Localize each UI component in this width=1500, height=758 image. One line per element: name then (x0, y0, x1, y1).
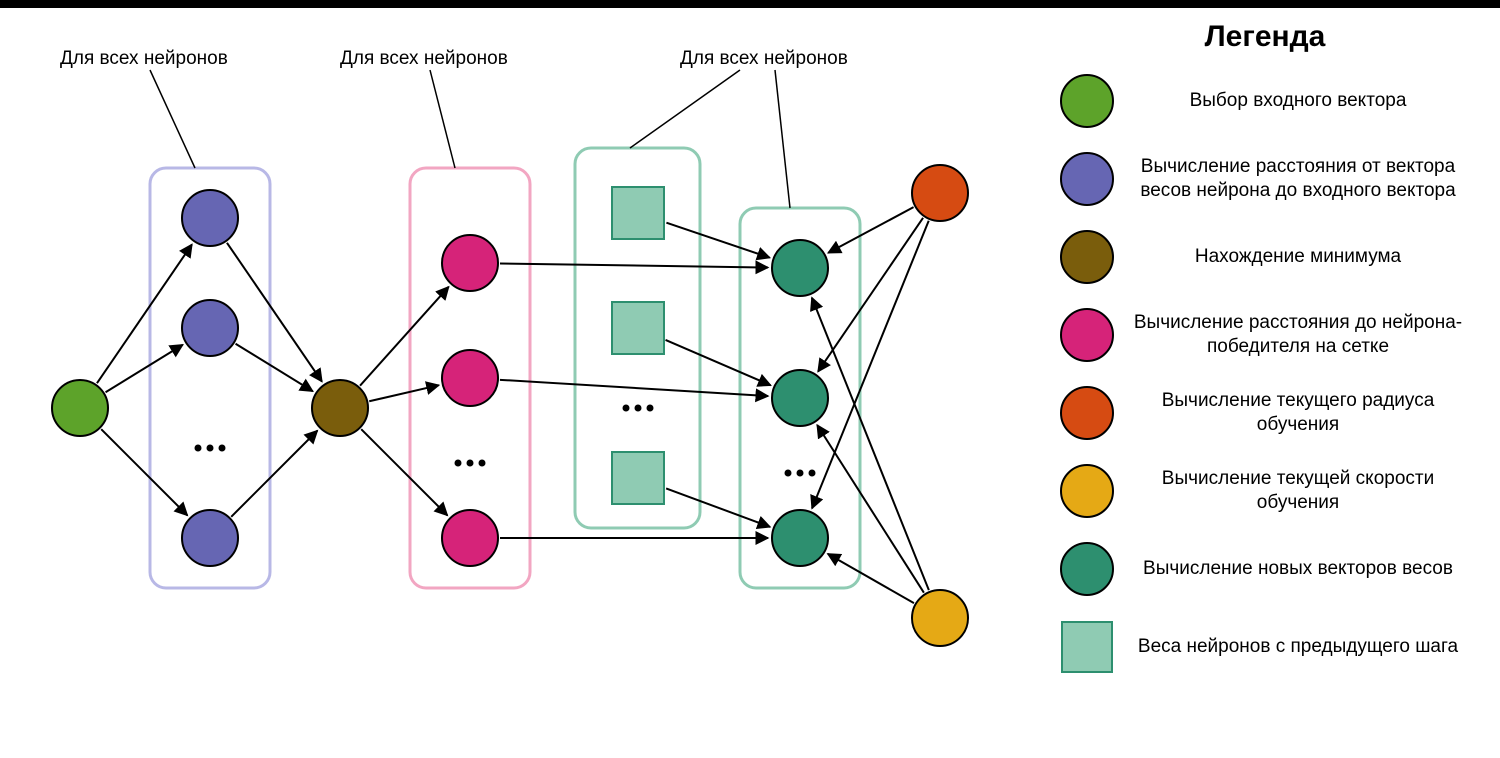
ellipsis-dot (797, 470, 804, 477)
label-pointer (630, 70, 740, 148)
legend-swatch (1058, 72, 1116, 130)
ellipsis-dot (467, 460, 474, 467)
ellipsis-dot (635, 405, 642, 412)
legend-swatch (1058, 306, 1116, 364)
node-p1 (182, 190, 238, 246)
node-g3 (772, 510, 828, 566)
node-sq1 (612, 187, 664, 239)
edge (227, 243, 322, 382)
top-black-bar (0, 0, 1500, 8)
legend-label: Вычисление текущего радиуса обучения (1116, 389, 1480, 437)
legend-swatch (1058, 462, 1116, 520)
edge (101, 429, 187, 515)
edge (666, 488, 770, 526)
legend-label: Вычисление расстояния от вектора весов н… (1116, 155, 1480, 203)
edge (812, 221, 929, 509)
legend-label: Веса нейронов с предыдущего шага (1116, 635, 1480, 659)
ellipsis-dot (479, 460, 486, 467)
edge (666, 223, 769, 258)
ellipsis-dot (809, 470, 816, 477)
legend-swatch (1058, 228, 1116, 286)
legend-label: Вычисление расстояния до нейрона-победит… (1116, 311, 1480, 359)
edge (817, 425, 924, 593)
node-in (52, 380, 108, 436)
legend-row: Вычисление текущего радиуса обучения (1050, 384, 1480, 442)
node-g2 (772, 370, 828, 426)
node-p2 (182, 300, 238, 356)
legend-label: Вычисление текущей скорости обучения (1116, 467, 1480, 515)
node-rad (912, 165, 968, 221)
edge (500, 263, 768, 267)
edge (828, 554, 914, 603)
label-pointer (150, 70, 195, 168)
edge (361, 429, 447, 515)
legend-label: Нахождение минимума (1116, 245, 1480, 269)
legend-label: Выбор входного вектора (1116, 89, 1480, 113)
legend: Легенда Выбор входного вектора Вычисление… (1050, 20, 1480, 696)
ellipsis-dot (785, 470, 792, 477)
edge (369, 385, 439, 401)
ellipsis-dot (207, 445, 214, 452)
node-m2 (442, 350, 498, 406)
edge (97, 244, 192, 383)
legend-row: Веса нейронов с предыдущего шага (1050, 618, 1480, 676)
ellipsis-dot (455, 460, 462, 467)
edge (360, 287, 449, 386)
legend-swatch (1058, 618, 1116, 676)
legend-row: Вычисление расстояния от вектора весов н… (1050, 150, 1480, 208)
edge (106, 345, 183, 393)
node-m1 (442, 235, 498, 291)
node-spd (912, 590, 968, 646)
node-g1 (772, 240, 828, 296)
node-p3 (182, 510, 238, 566)
node-sq3 (612, 452, 664, 504)
ellipsis-dot (195, 445, 202, 452)
node-min (312, 380, 368, 436)
node-m3 (442, 510, 498, 566)
group-label: Для всех нейронов (60, 48, 228, 70)
edge (231, 431, 317, 517)
ellipsis-dot (219, 445, 226, 452)
legend-title: Легенда (1050, 20, 1480, 54)
legend-swatch (1058, 150, 1116, 208)
edge (818, 218, 923, 372)
ellipsis-dot (623, 405, 630, 412)
edge (666, 340, 771, 385)
legend-label: Вычисление новых векторов весов (1116, 557, 1480, 581)
legend-swatch (1058, 384, 1116, 442)
legend-row: Выбор входного вектора (1050, 72, 1480, 130)
legend-swatch (1058, 540, 1116, 598)
diagram-svg (0, 8, 1030, 758)
label-pointer (775, 70, 790, 208)
edge (500, 380, 768, 396)
group-label: Для всех нейронов (680, 48, 848, 70)
label-pointer (430, 70, 455, 168)
legend-row: Вычисление новых векторов весов (1050, 540, 1480, 598)
legend-row: Вычисление расстояния до нейрона-победит… (1050, 306, 1480, 364)
group-label: Для всех нейронов (340, 48, 508, 70)
edge (828, 207, 913, 253)
node-sq2 (612, 302, 664, 354)
network-diagram: Для всех нейронов Для всех нейронов Для вс… (0, 8, 1030, 758)
legend-row: Нахождение минимума (1050, 228, 1480, 286)
legend-row: Вычисление текущей скорости обучения (1050, 462, 1480, 520)
ellipsis-dot (647, 405, 654, 412)
